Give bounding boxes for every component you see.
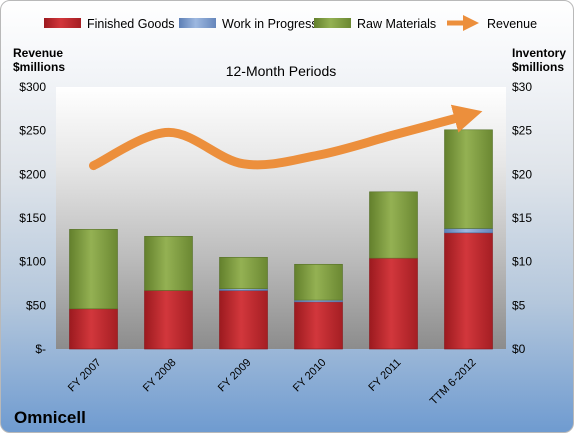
company-name: Omnicell — [14, 408, 86, 427]
left-axis-title-line2: $millions — [13, 60, 65, 74]
legend-label-work-in-progress: Work in Progress — [222, 17, 318, 31]
legend-label-raw-materials: Raw Materials — [357, 17, 436, 31]
right-tick-label: $0 — [512, 342, 526, 356]
legend: Finished Goods Work in Progress Raw Mate… — [44, 14, 537, 32]
revenue-line — [89, 104, 483, 171]
left-tick-label: $150 — [19, 211, 46, 225]
x-tick-label: FY 2008 — [141, 357, 179, 395]
legend-swatch-raw-materials — [314, 18, 351, 28]
left-tick-label: $250 — [19, 124, 46, 138]
legend-label-finished-goods: Finished Goods — [87, 17, 175, 31]
chart-title: 12-Month Periods — [226, 63, 337, 79]
bar-raw-materials — [144, 236, 193, 291]
x-tick-label: FY 2009 — [216, 357, 254, 395]
right-tick-label: $25 — [512, 124, 532, 138]
left-axis-title-line1: Revenue — [13, 46, 63, 60]
bar-finished-goods — [219, 290, 268, 350]
bar-raw-materials — [219, 256, 268, 290]
x-tick-label: FY 2011 — [366, 357, 403, 394]
x-tick-label: TTM 6-2012 — [428, 357, 479, 408]
bar-raw-materials — [444, 129, 493, 229]
right-tick-label: $15 — [512, 211, 532, 225]
bar-finished-goods — [144, 290, 193, 350]
x-tick-label: FY 2010 — [291, 357, 329, 395]
legend-label-revenue: Revenue — [487, 17, 537, 31]
left-tick-label: $200 — [19, 167, 46, 181]
bar-raw-materials — [69, 229, 118, 310]
x-tick-label: FY 2007 — [66, 357, 104, 395]
bar-raw-materials — [369, 191, 418, 259]
legend-swatch-work-in-progress — [179, 18, 216, 28]
bar-finished-goods — [294, 301, 343, 350]
right-axis-title-line1: Inventory — [512, 46, 566, 60]
left-tick-label: $50 — [26, 298, 46, 312]
right-axis-title-line2: $millions — [512, 60, 564, 74]
bar-finished-goods — [369, 257, 418, 350]
right-tick-label: $5 — [512, 298, 526, 312]
left-tick-label: $100 — [19, 255, 46, 269]
legend-swatch-finished-goods — [44, 18, 81, 28]
left-tick-label: $- — [35, 342, 46, 356]
plot-area — [56, 87, 506, 349]
right-tick-label: $10 — [512, 255, 532, 269]
bar-finished-goods — [69, 308, 118, 350]
bar-work-in-progress — [444, 228, 493, 234]
right-tick-label: $30 — [512, 80, 532, 94]
right-tick-label: $20 — [512, 167, 532, 181]
bar-raw-materials — [294, 263, 343, 301]
bar-finished-goods — [444, 232, 493, 350]
left-tick-label: $300 — [19, 80, 46, 94]
